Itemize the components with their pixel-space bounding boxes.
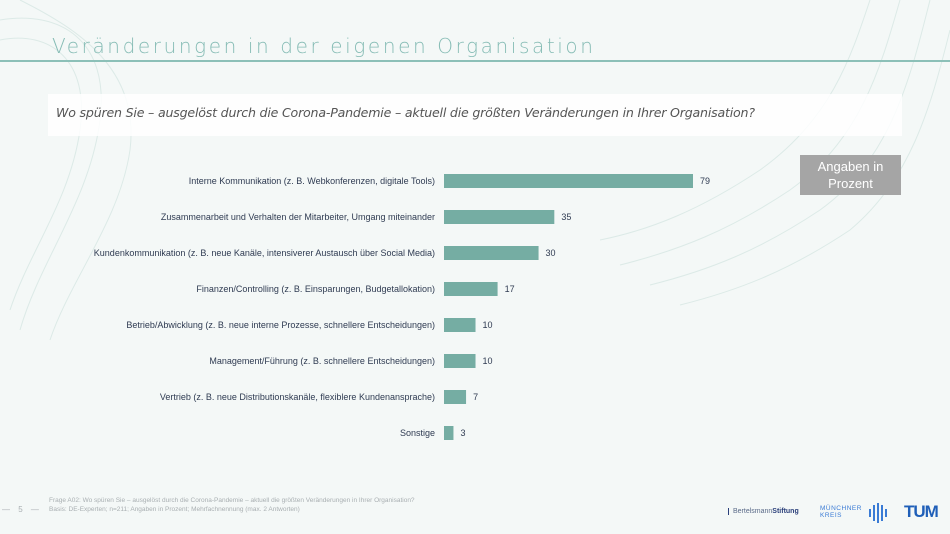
unit-badge: Angaben in Prozent: [800, 155, 901, 195]
category-label: Management/Führung (z. B. schnellere Ent…: [209, 356, 435, 366]
tum-logo: TUM: [904, 502, 939, 521]
slide-title: Veränderungen in der eigenen Organisatio…: [52, 34, 596, 58]
bar-group: Sonstige 3: [400, 426, 465, 440]
bertelsmann-logo-suffix: Stiftung: [772, 508, 799, 515]
bar-group: Zusammenarbeit und Verhalten der Mitarbe…: [161, 210, 571, 224]
value-label: 3: [460, 428, 465, 438]
bar: [444, 426, 454, 440]
question-text: Wo spüren Sie – ausgelöst durch die Coro…: [56, 105, 755, 120]
value-label: 10: [483, 356, 493, 366]
footnote-question: Frage A02: Wo spüren Sie – ausgelöst dur…: [49, 497, 415, 504]
category-label: Sonstige: [400, 428, 435, 438]
muenchner-kreis-line1: MÜNCHNER: [820, 505, 862, 512]
question-box: [48, 94, 902, 136]
bar-chart: Interne Kommunikation (z. B. Webkonferen…: [94, 174, 710, 440]
bar-group: Kundenkommunikation (z. B. neue Kanäle, …: [94, 246, 556, 260]
unit-badge-label: Angaben in Prozent: [817, 159, 884, 191]
category-label: Kundenkommunikation (z. B. neue Kanäle, …: [94, 248, 435, 258]
bar: [444, 354, 476, 368]
bertelsmann-stiftung-logo: BertelsmannStiftung: [728, 508, 799, 515]
footnote-basis: Basis: DE-Experten; n=211; Angaben in Pr…: [49, 506, 300, 513]
bertelsmann-logo-prefix: Bertelsmann: [733, 508, 773, 515]
bar-group: Management/Führung (z. B. schnellere Ent…: [209, 354, 493, 368]
bar: [444, 210, 555, 224]
bar: [444, 390, 467, 404]
bar-group: Vertrieb (z. B. neue Distributionskanäle…: [160, 390, 478, 404]
value-label: 79: [700, 176, 710, 186]
value-label: 10: [483, 320, 493, 330]
bar: [444, 318, 476, 332]
category-label: Zusammenarbeit und Verhalten der Mitarbe…: [161, 212, 435, 222]
bar-group: Interne Kommunikation (z. B. Webkonferen…: [189, 174, 710, 188]
bar: [444, 174, 693, 188]
category-label: Finanzen/Controlling (z. B. Einsparungen…: [196, 284, 435, 294]
muenchner-kreis-icon: [869, 503, 887, 523]
category-label: Betrieb/Abwicklung (z. B. neue interne P…: [126, 320, 435, 330]
bar: [444, 246, 539, 260]
muenchner-kreis-line2: KREIS: [820, 512, 843, 519]
value-label: 17: [505, 284, 515, 294]
category-label: Vertrieb (z. B. neue Distributionskanäle…: [160, 392, 435, 402]
muenchner-kreis-logo: MÜNCHNER KREIS: [820, 505, 862, 519]
bar-group: Betrieb/Abwicklung (z. B. neue interne P…: [126, 318, 493, 332]
bar-group: Finanzen/Controlling (z. B. Einsparungen…: [196, 282, 515, 296]
category-label: Interne Kommunikation (z. B. Webkonferen…: [189, 176, 435, 186]
value-label: 7: [473, 392, 478, 402]
footnote: Frage A02: Wo spüren Sie – ausgelöst dur…: [49, 496, 415, 514]
value-label: 30: [546, 248, 556, 258]
bar: [444, 282, 498, 296]
page-number: — 5 —: [2, 505, 42, 514]
title-divider: [0, 60, 950, 62]
value-label: 35: [561, 212, 571, 222]
